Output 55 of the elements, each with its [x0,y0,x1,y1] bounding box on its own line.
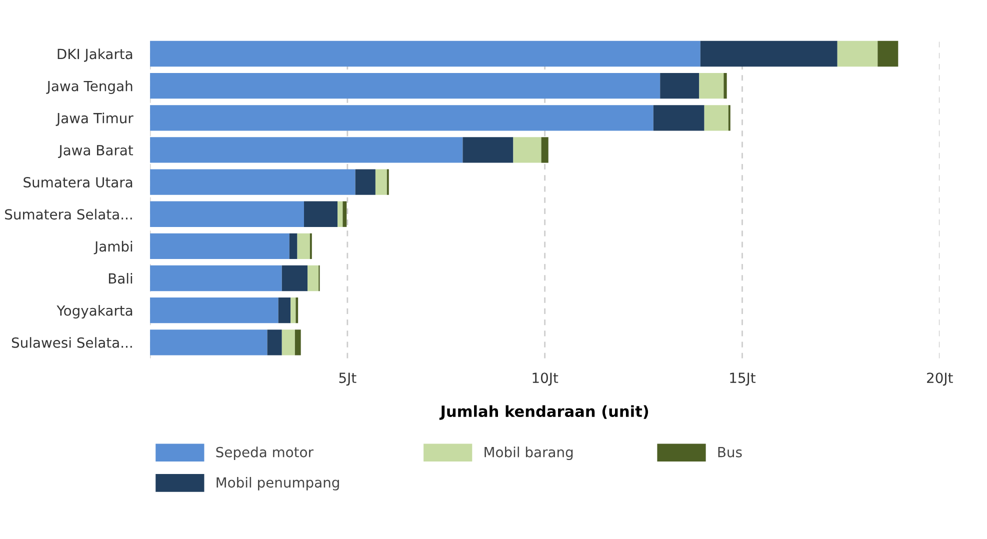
bar [355,169,376,195]
bar [342,201,347,227]
bar [282,330,295,356]
x-axis-title: Jumlah kendaraan (unit) [439,405,648,420]
bar [278,298,291,324]
bar [282,265,308,292]
bar [150,233,290,260]
bar [304,201,338,227]
bar [150,137,463,163]
bar [150,73,660,99]
bar [308,265,319,292]
bar [375,169,387,195]
y-tick-label: Jawa Barat [58,145,134,158]
bar [660,73,700,99]
bar [699,73,724,99]
bar [150,201,304,227]
y-tick-label: Jawa Tengah [46,80,132,94]
bar [338,201,343,227]
bar [724,73,727,99]
legend-label: Sepeda motor [216,446,314,460]
y-tick-label: Jawa Timur [56,112,134,126]
bar [267,330,282,356]
y-tick-label: DKI Jakarta [58,48,132,62]
bar [837,40,878,67]
bar [462,137,514,163]
bar [150,40,700,67]
x-tick-label: 15Jt [730,372,756,386]
bar [704,105,728,131]
y-tick-label: Sumatera Selata... [5,208,132,220]
legend-label: Bus [718,447,742,458]
bar [150,169,356,195]
bar [289,233,298,260]
bar [294,330,301,356]
bar [296,298,298,324]
bar [150,265,282,292]
bar [150,298,278,324]
bar [297,233,310,260]
bar [878,40,898,67]
bar [290,298,296,324]
y-tick-label: Bali [108,272,132,284]
legend-label: Mobil penumpang [216,476,339,490]
y-tick-label: Sulawesi Selata... [12,337,132,348]
y-tick-label: Yogyakarta [56,305,132,318]
y-tick-label: Jambi [94,240,132,254]
bar [700,40,838,67]
legend-label: Mobil barang [484,446,573,460]
bar [150,105,654,131]
x-tick-label: 20Jt [927,372,953,386]
x-tick-label: 10Jt [532,372,558,386]
bar [541,137,548,163]
bar [150,330,268,356]
bar [513,137,542,163]
x-tick-label: 5Jt [339,372,356,386]
bar [653,105,704,131]
y-tick-label: Sumatera Utara [24,177,132,188]
